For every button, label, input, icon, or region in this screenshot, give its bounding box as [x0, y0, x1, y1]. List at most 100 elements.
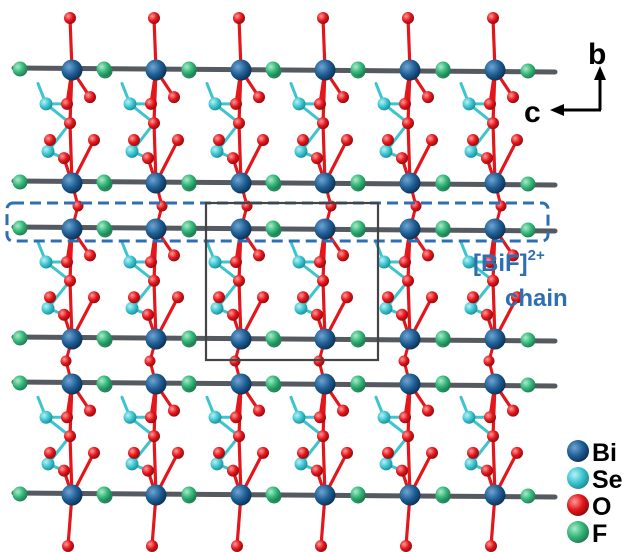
bi-o-se-bonds — [36, 16, 519, 548]
bismuth-atom — [314, 59, 336, 81]
selenium-atom — [208, 410, 222, 424]
unit-cell-outline — [204, 201, 380, 362]
fluorine-atom — [435, 174, 451, 190]
bismuth-atom — [145, 373, 167, 395]
fluorine-atom — [12, 486, 28, 502]
oxygen-atom — [145, 411, 157, 424]
fluorine-atom — [96, 220, 112, 236]
bismuth-atom — [145, 59, 167, 81]
oxygen-atom — [64, 430, 76, 443]
oxygen-atom — [484, 411, 496, 424]
fluorine-atom — [96, 61, 112, 77]
oxygen-atom — [467, 291, 479, 304]
oxygen-atom — [230, 97, 242, 110]
oxygen-atom — [341, 134, 353, 147]
bismuth-atom — [314, 172, 336, 194]
oxygen-atom — [487, 274, 499, 287]
fluorine-atom — [96, 330, 112, 346]
oxygen-atom — [64, 117, 76, 130]
bismuth-atom — [230, 484, 252, 506]
oxygen-atom — [341, 446, 353, 459]
selenium-atom — [41, 144, 55, 158]
bismuth-atom — [399, 484, 421, 506]
selenium-atom — [210, 457, 224, 471]
oxygen-atom — [230, 411, 242, 424]
legend-f-sphere — [567, 521, 589, 543]
oxygen-atom — [213, 446, 225, 459]
chain-label-charge: 2+ — [528, 247, 545, 264]
oxygen-atom — [399, 411, 411, 424]
bismuth-atom — [145, 172, 167, 194]
oxygen-atom — [487, 12, 499, 24]
selenium-atom — [377, 410, 391, 424]
bi-f-chain-rod — [11, 379, 558, 389]
oxygen-atom — [484, 97, 496, 110]
oxygen-atom — [314, 97, 326, 110]
oxygen-atom — [128, 291, 140, 304]
oxygen-atom — [61, 97, 73, 110]
fluorine-atom — [12, 61, 28, 77]
oxygen-atom — [144, 355, 156, 367]
legend-o-sphere — [567, 494, 589, 516]
oxygen-atom — [58, 152, 70, 165]
oxygen-atom — [315, 540, 327, 552]
oxygen-atom — [485, 540, 497, 552]
selenium-atom — [294, 457, 308, 471]
bismuth-atom — [314, 328, 336, 350]
oxygen-atom — [84, 249, 96, 262]
selenium-atom — [377, 97, 391, 111]
oxygen-atom — [481, 464, 493, 477]
oxygen-atom — [317, 12, 329, 24]
fluorine-atom — [12, 174, 28, 190]
selenium-atom — [123, 255, 137, 269]
selenium-atom — [39, 97, 53, 111]
chain-label-word: chain — [505, 285, 568, 312]
fluorine-atom — [520, 488, 536, 504]
oxygen-atom — [61, 411, 73, 424]
bismuth-atom — [314, 218, 336, 240]
oxygen-atom — [253, 91, 265, 104]
oxygen-atom — [400, 540, 412, 552]
selenium-atom — [210, 144, 224, 158]
oxygen-atom — [60, 355, 72, 367]
oxygen-atom — [422, 249, 434, 262]
b-axis-arrowhead — [594, 66, 606, 80]
oxygen-atom — [507, 249, 519, 262]
selenium-atom — [464, 301, 478, 315]
fluorine-atom — [435, 61, 451, 77]
bismuth-atom — [230, 373, 252, 395]
selenium-atom — [377, 255, 391, 269]
oxygen-atom — [213, 134, 225, 147]
oxygen-atom — [317, 117, 329, 130]
fluorine-atom — [350, 220, 366, 236]
fluorine-atom — [350, 61, 366, 77]
oxygen-atom — [172, 446, 184, 459]
bismuth-atom — [484, 373, 506, 395]
bismuth-atom — [230, 59, 252, 81]
oxygen-atom — [311, 152, 323, 165]
oxygen-atom — [337, 404, 349, 417]
bi-f-chain-rod — [11, 224, 558, 234]
selenium-atom — [462, 410, 476, 424]
legend-bi-sphere — [567, 440, 589, 462]
oxygen-atom — [297, 291, 309, 304]
bismuth-atom — [230, 328, 252, 350]
bismuth-atom — [314, 373, 336, 395]
oxygen-atom — [311, 308, 323, 321]
oxygen-atom — [64, 12, 76, 24]
oxygen-atom — [146, 540, 158, 552]
c-axis-label: c — [524, 96, 541, 129]
oxygen-atom — [84, 91, 96, 104]
bismuth-atom — [399, 172, 421, 194]
oxygen-atom — [484, 256, 496, 268]
oxygen-atom — [399, 256, 411, 268]
oxygen-atom — [128, 134, 140, 147]
bi-f-chain-rod — [11, 334, 558, 344]
oxygen-atom — [341, 291, 353, 304]
oxygen-atom — [142, 464, 154, 477]
oxygen-atom — [88, 446, 100, 459]
oxygen-atom — [213, 291, 225, 304]
fluorine-atom — [12, 330, 28, 346]
oxygen-atom — [481, 308, 493, 321]
